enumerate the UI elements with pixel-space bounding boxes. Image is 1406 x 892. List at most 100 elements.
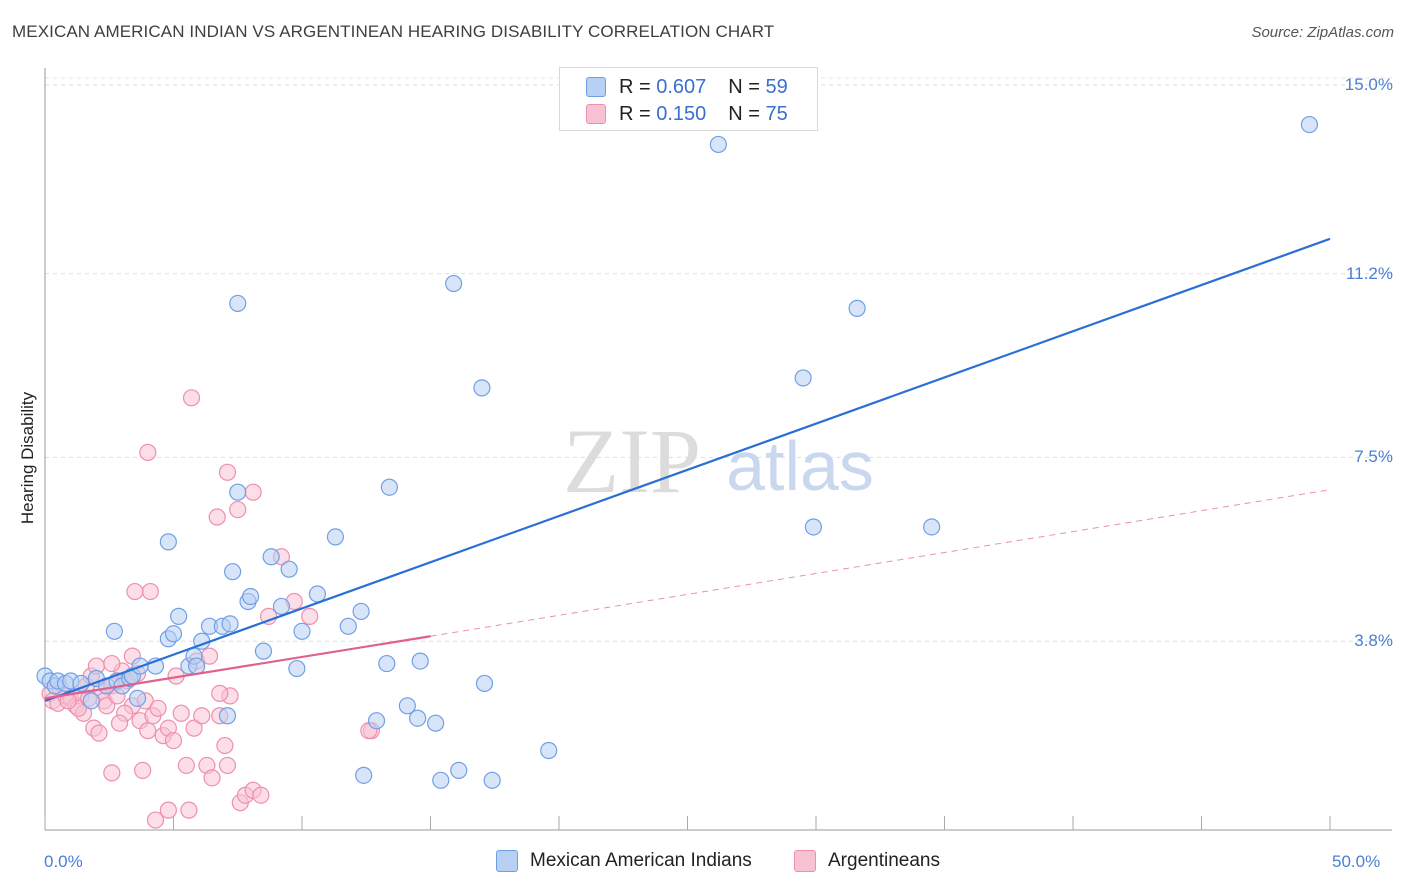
legend-swatch-pink [794, 850, 816, 872]
mexican-american-indian-point [540, 741, 558, 760]
mexican-american-indian-point [339, 617, 357, 635]
argentinean-point [103, 764, 121, 782]
argentinean-point [229, 500, 247, 519]
mexican-american-indian-point [380, 478, 398, 496]
argentinean-point [98, 697, 116, 715]
axes [44, 68, 1392, 831]
legend-r-label: R = [619, 75, 651, 98]
x-tick-max: 50.0% [1332, 852, 1381, 871]
y-tick-label: 15.0% [1344, 74, 1393, 94]
legend-row-argentinean: R = 0.150 N = 75 [586, 102, 788, 126]
mexican-american-indian-point [483, 771, 501, 789]
y-tick-label: 11.2% [1346, 263, 1393, 283]
mexican-american-indians-points [36, 115, 1319, 789]
legend-r-value: 0.607 [656, 75, 707, 98]
stats-legend: R = 0.607 N = 59 R = 0.150 N = 75 [559, 67, 818, 131]
mexican-american-indian-point [794, 369, 812, 387]
legend-label: Mexican American Indians [530, 850, 752, 871]
mexican-american-indian-point [128, 689, 147, 707]
argentinean-point [218, 463, 237, 481]
y-tick-label: 7.5% [1354, 447, 1393, 467]
mexican-american-indian-point [473, 379, 491, 397]
legend-item-argentineans[interactable]: Argentineans [794, 850, 940, 872]
mexican-american-indian-point [1300, 115, 1319, 134]
argentinean-point [208, 508, 226, 526]
legend-item-mexican-american-indians[interactable]: Mexican American Indians [496, 850, 752, 872]
mexican-american-indian-point [188, 657, 206, 675]
mexican-american-indian-point [450, 761, 468, 779]
watermark: ZIP atlas [563, 410, 874, 512]
legend-r-label: R = [619, 102, 651, 125]
mexican-american-indian-point [229, 294, 247, 313]
argentinean-point [90, 724, 108, 742]
mexican-american-indian-point [398, 697, 416, 715]
argentinean-point [139, 443, 157, 462]
mexican-american-indian-point [218, 707, 237, 725]
legend-n-label: N = [728, 75, 760, 98]
mexican-american-indian-point [409, 709, 427, 727]
legend-label: Argentineans [828, 850, 940, 871]
argentinean-point [203, 769, 221, 787]
mexican-american-indian-point [308, 585, 327, 603]
legend-n-label: N = [728, 102, 760, 125]
mexican-american-indian-point [378, 654, 396, 673]
mexican-american-indian-point [709, 135, 727, 154]
trend-line-argentineans-extension [430, 489, 1331, 637]
legend-swatch-blue [586, 77, 606, 97]
gridlines [45, 77, 1392, 642]
argentinean-point [172, 704, 190, 722]
mexican-american-indian-point [355, 766, 373, 784]
mexican-american-indian-point [326, 528, 345, 546]
mexican-american-indian-point [221, 615, 239, 633]
mexican-american-indian-point [272, 597, 291, 616]
legend-swatch-blue [496, 850, 518, 872]
mexican-american-indian-point [923, 518, 941, 536]
argentinean-point [252, 786, 270, 804]
legend-row-mexican: R = 0.607 N = 59 [586, 75, 788, 99]
mexican-american-indian-point [254, 642, 273, 660]
mexican-american-indian-point [280, 560, 298, 578]
argentinean-point [149, 699, 167, 717]
argentinean-point [139, 722, 157, 740]
mexican-american-indian-point [229, 483, 247, 501]
argentinean-point [146, 811, 165, 829]
mexican-american-indian-point [293, 622, 311, 640]
mexican-american-indian-point [475, 674, 494, 693]
mexican-american-indian-point [159, 533, 177, 551]
legend-n-value: 59 [765, 75, 788, 98]
mexican-american-indian-point [105, 622, 123, 640]
argentinean-point [134, 761, 152, 779]
argentinean-point [211, 684, 229, 702]
argentinean-point [301, 607, 319, 625]
legend-swatch-pink [586, 104, 606, 124]
mexican-american-indian-point [367, 712, 386, 730]
argentinean-point [180, 801, 198, 819]
trend-lines [44, 237, 1331, 702]
trend-line-argentineans [44, 635, 431, 700]
legend-r-value: 0.150 [656, 102, 707, 125]
mexican-american-indian-point [262, 548, 280, 566]
argentinean-point [159, 801, 177, 819]
trend-line-mexican-american-indians [44, 237, 1331, 702]
argentinean-point [103, 654, 121, 673]
mexican-american-indian-point [224, 563, 242, 581]
mexican-american-indian-point [82, 692, 100, 710]
argentinean-point [164, 731, 183, 750]
chart-title: MEXICAN AMERICAN INDIAN VS ARGENTINEAN H… [12, 22, 775, 41]
mexican-american-indian-point [352, 602, 370, 621]
argentineans-points [41, 389, 380, 829]
watermark-zip: ZIP [563, 410, 701, 512]
mexican-american-indian-point [848, 299, 866, 317]
mexican-american-indian-point [804, 518, 823, 536]
argentinean-point [185, 719, 203, 737]
mexican-american-indian-point [445, 274, 463, 293]
mexican-american-indian-point [432, 771, 450, 789]
argentinean-point [259, 607, 278, 625]
argentinean-point [126, 582, 144, 601]
x-tick-min: 0.0% [44, 852, 83, 871]
argentinean-point [177, 756, 195, 775]
argentinean-point [193, 707, 211, 725]
argentinean-point [141, 582, 159, 601]
mexican-american-indian-point [288, 659, 306, 678]
